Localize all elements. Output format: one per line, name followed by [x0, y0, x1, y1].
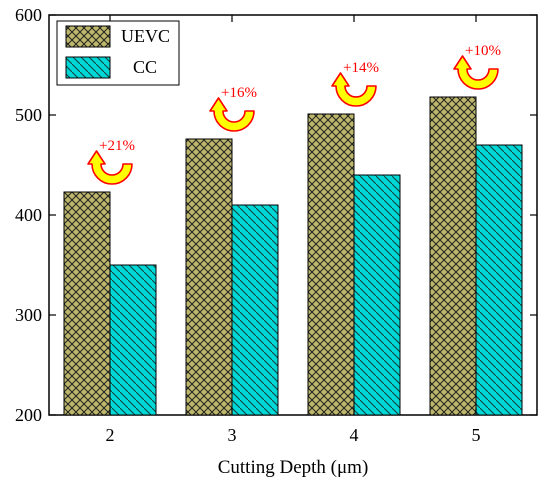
increase-annotation: +10% [465, 43, 501, 59]
legend: UEVC CC [56, 20, 180, 86]
y-tick-label: 600 [15, 5, 42, 25]
bar-cc-2 [109, 264, 157, 416]
annotations-group: +21% +16% +14% +10% [87, 43, 501, 185]
x-tick-label: 2 [106, 425, 115, 445]
legend-swatch-uevc [65, 25, 111, 48]
bars-group [63, 96, 523, 416]
x-axis-title: Cutting Depth (μm) [218, 457, 369, 478]
y-tick-label: 500 [15, 105, 42, 125]
bar-uevc-4 [307, 113, 355, 416]
bar-cc-3 [231, 204, 279, 416]
legend-label-cc: CC [133, 57, 157, 77]
x-tick-label: 5 [472, 425, 481, 445]
curved-arrow-icon [209, 97, 255, 132]
y-tick-label: 300 [15, 305, 42, 325]
legend-swatch-cc [65, 56, 111, 79]
bar-cc-4 [353, 174, 401, 416]
x-tick-label: 4 [350, 425, 359, 445]
curved-arrow-icon [87, 150, 133, 185]
increase-annotation: +16% [221, 85, 257, 101]
curved-arrow-icon [331, 72, 377, 107]
bar-cc-5 [475, 144, 523, 416]
y-axis: 200 300 400 500 600 [15, 5, 537, 425]
curved-arrow-icon [453, 55, 499, 90]
bar-uevc-3 [185, 138, 233, 416]
bar-uevc-5 [429, 96, 477, 416]
increase-annotation: +21% [99, 138, 135, 154]
legend-label-uevc: UEVC [121, 26, 170, 46]
y-tick-label: 400 [15, 205, 42, 225]
x-tick-label: 3 [228, 425, 237, 445]
bar-uevc-2 [63, 191, 111, 416]
x-axis: 2 3 4 5 [106, 15, 481, 445]
y-tick-label: 200 [15, 405, 42, 425]
increase-annotation: +14% [343, 60, 379, 76]
